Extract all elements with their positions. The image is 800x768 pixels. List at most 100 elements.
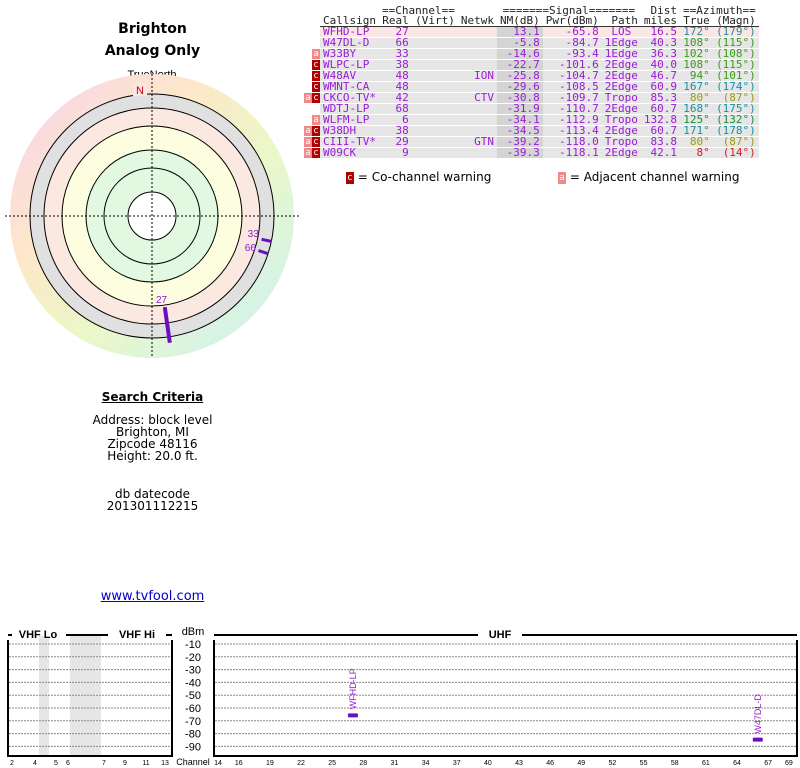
tvfool-link[interactable]: www.tvfool.com — [100, 589, 205, 604]
true-cell: 125° — [679, 114, 713, 126]
station-row[interactable]: a c W09CK 9 -39.3 -118.1 2Edge 42.1 8° (14°) — [304, 147, 759, 159]
column-header: miles — [640, 15, 680, 27]
magn-cell: (132°) — [712, 114, 759, 126]
criteria-height: Height: 20.0 ft. — [107, 449, 198, 463]
uhf-tick-label: 43 — [515, 760, 523, 767]
search-criteria-title: Search Criteria — [101, 390, 204, 404]
nm-cell: -39.3 — [496, 147, 543, 159]
station-row[interactable]: a c CIII-TV* 29 GTN -39.2 -118.0 Tropo 83.8 80° (8… — [304, 136, 759, 148]
dist-cell: 46.7 — [640, 70, 680, 82]
pwr-cell: -109.7 — [542, 92, 602, 104]
uhf-label: UHF — [489, 629, 512, 641]
column-header: (Magn) — [712, 15, 759, 27]
true-cell: 171° — [679, 125, 713, 137]
station-row[interactable]: WDTJ-LP 68 -31.9 -110.7 2Edge 60.7 168° (175°) — [304, 103, 759, 115]
adjacent-warning-badge: a — [304, 148, 312, 158]
real-cell: 48 — [378, 70, 412, 82]
uhf-tick-label: 28 — [359, 760, 367, 767]
virt-cell — [411, 37, 458, 49]
dist-cell: 40.3 — [640, 37, 680, 49]
dist-cell: 42.1 — [640, 147, 680, 159]
station-row[interactable]: a W33BY 33 -14.6 -93.4 1Edge 36.3 102° (108°) — [304, 48, 759, 60]
nm-cell: -14.6 — [496, 48, 543, 60]
station-row[interactable]: a c W38DH 38 -34.5 -113.4 2Edge 60.7 171° (178°) — [304, 125, 759, 137]
virt-cell — [411, 92, 458, 104]
adjacent-warning-badge: a — [312, 49, 320, 59]
co-channel-legend: c = Co-channel warning — [346, 170, 492, 184]
callsign-cell: W38DH — [320, 125, 379, 137]
warning-badges: a — [304, 48, 320, 60]
netwk-cell — [457, 59, 497, 71]
pwr-cell: -108.5 — [542, 81, 602, 93]
virt-cell — [411, 48, 458, 60]
magn-cell: (101°) — [712, 70, 759, 82]
dist-cell: 83.8 — [640, 136, 680, 148]
station-row[interactable]: c W48AV 48 ION -25.8 -104.7 2Edge 46.7 94° (101°) — [304, 70, 759, 82]
uhf-tick-label: 14 — [214, 760, 222, 767]
criteria-zip: Zipcode 48116 — [107, 437, 198, 451]
y-tick-label: -40 — [185, 677, 201, 689]
y-tick-label: -70 — [185, 716, 201, 728]
nm-cell: -25.8 — [496, 70, 543, 82]
magn-cell: (115°) — [712, 59, 759, 71]
vhf-gap-band — [39, 636, 49, 756]
mode-title: Analog Only — [104, 43, 201, 59]
path-cell: 2Edge — [601, 81, 641, 93]
pwr-cell: -84.7 — [542, 37, 602, 49]
path-cell: Tropo — [601, 114, 641, 126]
station-marker — [261, 237, 272, 243]
cochannel-warning-badge: c — [312, 60, 320, 70]
magn-cell: (87°) — [712, 92, 759, 104]
station-row[interactable]: c WMNT-CA 48 -29.6 -108.5 2Edge 60.9 167° (174°) — [304, 81, 759, 93]
uhf-tick-label: 46 — [546, 760, 554, 767]
real-cell: 6 — [378, 114, 412, 126]
netwk-cell — [457, 103, 497, 115]
station-row[interactable]: c WLPC-LP 38 -22.7 -101.6 2Edge 40.0 108° (115°) — [304, 59, 759, 71]
netwk-cell: ION — [457, 70, 497, 82]
uhf-tick-label: 55 — [640, 760, 648, 767]
netwk-cell — [457, 26, 497, 38]
magn-cell: (175°) — [712, 103, 759, 115]
callsign-cell: WMNT-CA — [320, 81, 379, 93]
netwk-cell: GTN — [457, 136, 497, 148]
signal-bar — [752, 737, 763, 742]
warning-badges — [304, 26, 320, 38]
group-channel: ==Channel== — [381, 4, 455, 17]
cochannel-warning-badge: c — [312, 71, 320, 81]
callsign-cell: WLPC-LP — [320, 59, 379, 71]
group-signal: =======Signal======= — [502, 4, 636, 17]
pwr-cell: -112.9 — [542, 114, 602, 126]
y-tick-label: -30 — [185, 665, 201, 677]
vhf-tick-label: 11 — [142, 760, 149, 767]
y-tick-label: -20 — [185, 652, 201, 664]
criteria-address: Address: block level — [92, 413, 213, 427]
station-row[interactable]: a c CKCO-TV* 42 CTV -30.8 -109.7 Tropo 85.3 80° (8… — [304, 92, 759, 104]
uhf-tick-label: 22 — [297, 760, 305, 767]
uhf-tick-label: 25 — [328, 760, 336, 767]
dist-cell: 85.3 — [640, 92, 680, 104]
station-row[interactable]: W47DL-D 66 -5.8 -84.7 1Edge 40.3 108° (115°) — [304, 37, 759, 49]
warning-badges: c — [304, 81, 320, 93]
uhf-tick-label: 49 — [577, 760, 585, 767]
true-cell: 172° — [679, 26, 713, 38]
netwk-cell — [457, 114, 497, 126]
adjacent-warning-badge: a — [304, 137, 312, 147]
dist-cell: 36.3 — [640, 48, 680, 60]
vhf-tick-label: 4 — [33, 760, 37, 767]
path-cell: 2Edge — [601, 103, 641, 115]
cochannel-warning-badge: c — [312, 137, 320, 147]
true-cell: 167° — [679, 81, 713, 93]
uhf-tick-label: 64 — [733, 760, 741, 767]
column-header: (Virt) — [411, 15, 458, 27]
uhf-tick-label: 67 — [764, 760, 772, 767]
station-row[interactable]: a WLFM-LP 6 -34.1 -112.9 Tropo 132.8 125° (132°) — [304, 114, 759, 126]
y-tick-label: -10 — [185, 639, 201, 651]
station-row[interactable]: WFHD-LP 27 13.1 -65.8 LOS 16.5 172° (179°) — [304, 26, 759, 38]
callsign-cell: W33BY — [320, 48, 379, 60]
true-cell: 108° — [679, 37, 713, 49]
virt-cell — [411, 136, 458, 148]
real-cell: 38 — [378, 59, 412, 71]
vhf-tick-label: 13 — [161, 760, 169, 767]
path-cell: Tropo — [601, 92, 641, 104]
